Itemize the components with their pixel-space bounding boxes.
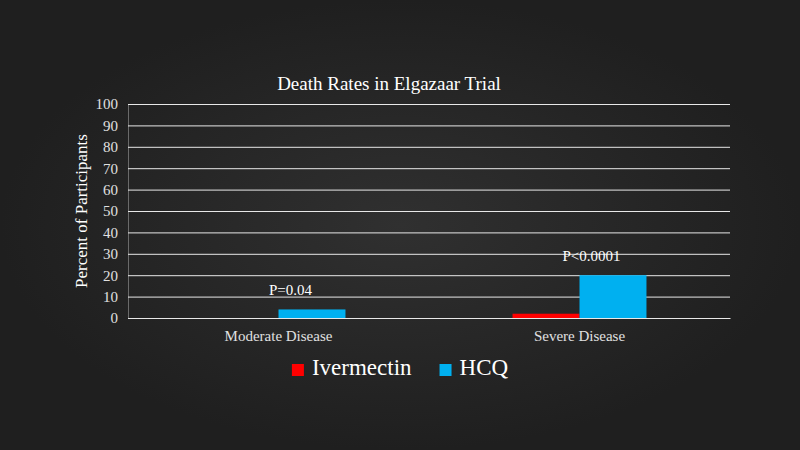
y-axis: 0 10 20 30 40 50 60 70 80 90 100 — [96, 96, 731, 326]
y-tick: 40 — [103, 225, 730, 241]
grid-line — [128, 125, 730, 126]
y-tick: 70 — [103, 161, 730, 177]
y-axis-title: Percent of Participants — [72, 134, 91, 288]
grid-line — [128, 232, 730, 233]
legend-item: Ivermectin — [292, 355, 412, 380]
annotation: P=0.04 — [269, 282, 313, 298]
grid-line — [128, 147, 730, 148]
annotations: P=0.04 P<0.0001 — [269, 248, 621, 298]
x-tick: Severe Disease — [534, 318, 626, 344]
x-axis-line — [129, 318, 731, 319]
bar — [212, 318, 279, 319]
legend-label: Ivermectin — [312, 355, 412, 380]
y-tick-label: 90 — [103, 118, 118, 134]
bar — [513, 314, 580, 318]
y-tick-label: 80 — [103, 139, 118, 155]
y-tick: 80 — [103, 139, 730, 155]
chart: Death Rates in Elgazaar Trial 0 10 20 30 40 50… — [0, 0, 800, 450]
grid-line — [128, 211, 730, 212]
grid-line — [128, 190, 730, 191]
plot-area: 0 10 20 30 40 50 60 70 80 90 100 Moderate Disease Se… — [96, 96, 731, 343]
x-axis: Moderate Disease Severe Disease — [129, 318, 731, 344]
bar — [580, 275, 647, 318]
y-tick: 60 — [103, 182, 730, 198]
y-tick-label: 70 — [103, 161, 118, 177]
grid-line — [128, 104, 730, 105]
annotation: P<0.0001 — [562, 248, 620, 264]
legend-swatch — [440, 364, 452, 376]
y-tick-label: 50 — [103, 203, 118, 219]
y-tick-label: 60 — [103, 182, 118, 198]
legend: Ivermectin HCQ — [292, 355, 509, 380]
y-tick: 50 — [103, 203, 730, 219]
bars — [279, 275, 647, 318]
y-tick-label: 100 — [96, 96, 119, 112]
x-tick-label: Severe Disease — [534, 328, 626, 344]
bar — [279, 309, 346, 318]
y-tick: 30 — [103, 246, 730, 262]
title: Death Rates in Elgazaar Trial — [277, 73, 501, 94]
y-tick: 100 — [96, 96, 731, 112]
grid-line — [128, 318, 730, 319]
grid-line — [128, 168, 730, 169]
y-tick-label: 40 — [103, 225, 118, 241]
y-tick: 90 — [103, 118, 730, 134]
y-tick-label: 10 — [103, 289, 118, 305]
legend-label: HCQ — [460, 355, 509, 380]
background — [0, 0, 800, 450]
x-tick: Moderate Disease — [225, 318, 333, 344]
y-tick-label: 0 — [111, 310, 119, 326]
x-tick-label: Moderate Disease — [225, 328, 333, 344]
grid-line — [128, 254, 730, 255]
legend-swatch — [292, 364, 304, 376]
legend-item: HCQ — [440, 355, 509, 380]
y-axis-line — [129, 105, 731, 319]
y-tick-label: 30 — [103, 246, 118, 262]
y-tick-label: 20 — [103, 268, 118, 284]
